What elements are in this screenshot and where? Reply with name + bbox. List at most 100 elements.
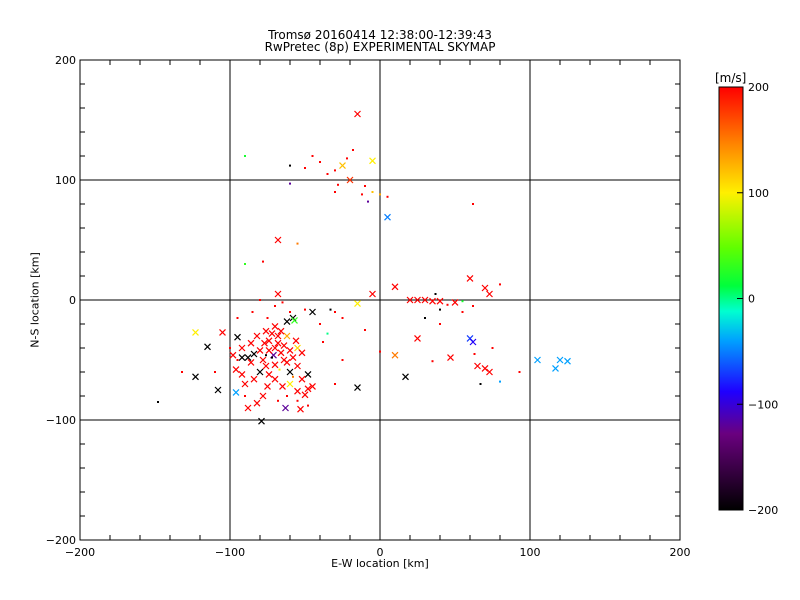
data-point-cross (277, 349, 285, 357)
data-point-cross (283, 332, 291, 340)
data-point-cross (354, 384, 361, 392)
data-point-dot (364, 185, 366, 187)
grid-lines (80, 60, 680, 540)
data-point-dot (251, 311, 254, 313)
x-tick-label: 100 (520, 546, 541, 559)
data-point-cross (271, 361, 279, 369)
data-point-cross (262, 327, 270, 335)
data-point-cross (402, 373, 409, 381)
data-point-cross (286, 368, 294, 376)
data-point-cross (271, 375, 279, 383)
data-point-cross (481, 284, 489, 292)
y-tick-label: 0 (69, 294, 76, 307)
data-point-dot (181, 371, 183, 373)
data-point-dot (289, 182, 291, 185)
data-point-dot (236, 317, 239, 319)
data-point-cross (369, 290, 376, 298)
data-point-cross (247, 339, 255, 347)
data-point-dot (259, 299, 261, 301)
y-tick-label: −100 (46, 414, 76, 427)
data-point-cross (556, 356, 564, 364)
data-point-dot (461, 300, 464, 303)
data-point-cross (309, 382, 316, 390)
data-point-cross (244, 354, 252, 362)
data-point-cross (271, 322, 279, 330)
data-point-cross (214, 386, 222, 394)
data-point-cross (253, 399, 261, 407)
data-point-cross (250, 350, 258, 358)
data-point-dot (265, 354, 267, 357)
x-tick-label: −100 (215, 546, 245, 559)
data-point-dot (424, 317, 426, 319)
data-point-cross (259, 356, 267, 364)
data-point-dot (379, 193, 381, 196)
data-point-dot (296, 242, 299, 245)
data-point-dot (439, 323, 441, 325)
data-point-cross (219, 328, 226, 336)
data-point-cross (253, 332, 261, 340)
x-tick-label: −200 (65, 546, 95, 559)
data-point-cross (354, 110, 361, 118)
data-point-dot (266, 317, 269, 319)
data-point-dot (472, 305, 474, 307)
data-point-cross (391, 283, 399, 291)
y-axis-label: N-S location [km] (28, 252, 42, 348)
axis-ticks (79, 59, 681, 541)
data-point-dot (229, 347, 231, 349)
data-point-dot (434, 293, 437, 295)
data-point-cross (469, 338, 477, 346)
data-point-dot (499, 380, 501, 383)
data-point-cross (534, 356, 541, 364)
data-point-cross (294, 362, 301, 370)
data-point-dot (307, 404, 309, 407)
data-point-dot (304, 308, 306, 311)
data-point-dot (337, 183, 339, 186)
data-point-cross (232, 388, 240, 396)
data-point-dot (364, 329, 366, 331)
data-point-cross (286, 380, 294, 388)
data-point-cross (241, 380, 249, 388)
data-point-cross (297, 405, 304, 413)
data-point-dot (491, 347, 494, 349)
data-point-cross (291, 316, 298, 324)
data-point-dot (329, 308, 332, 311)
data-point-cross (421, 296, 429, 304)
colorbar-tick-label: −100 (748, 398, 778, 411)
data-point-cross (256, 368, 264, 376)
data-point-cross (391, 351, 399, 359)
chart-title: Tromsø 20160414 12:38:00-12:39:43 (268, 28, 492, 42)
data-point-cross (277, 327, 285, 335)
data-point-cross (354, 300, 361, 308)
data-point-dot (262, 260, 264, 263)
data-point-cross (244, 404, 252, 412)
data-point-dot (244, 263, 246, 265)
x-tick-label: 0 (377, 546, 384, 559)
data-point-dot (319, 161, 321, 163)
colorbar-tick-label: 100 (748, 187, 769, 200)
data-point-dot (334, 191, 336, 193)
data-point-cross (238, 344, 246, 352)
data-point-cross (261, 339, 268, 347)
data-point-cross (339, 162, 346, 170)
data-point-cross (294, 387, 301, 395)
data-point-dot (281, 301, 284, 304)
data-point-cross (274, 290, 282, 298)
data-point-cross (286, 346, 294, 354)
data-point-dot (367, 200, 369, 203)
data-point-cross (304, 385, 312, 393)
data-point-cross (262, 362, 270, 370)
data-point-dot (326, 173, 329, 175)
data-point-cross (301, 391, 309, 399)
data-point-dot (292, 375, 294, 378)
data-point-cross (192, 328, 199, 336)
data-point-cross (552, 364, 559, 372)
data-point-cross (414, 334, 421, 342)
data-point-dot (289, 311, 291, 313)
data-point-cross (258, 417, 265, 425)
data-point-cross (486, 368, 493, 376)
data-point-cross (256, 346, 264, 354)
data-point-cross (406, 296, 414, 304)
y-tick-label: 200 (55, 54, 76, 67)
axis-tick-labels: −200 −100 0 100 200 −200 −100 0 100 200 (46, 54, 691, 559)
data-point-cross (259, 392, 267, 400)
